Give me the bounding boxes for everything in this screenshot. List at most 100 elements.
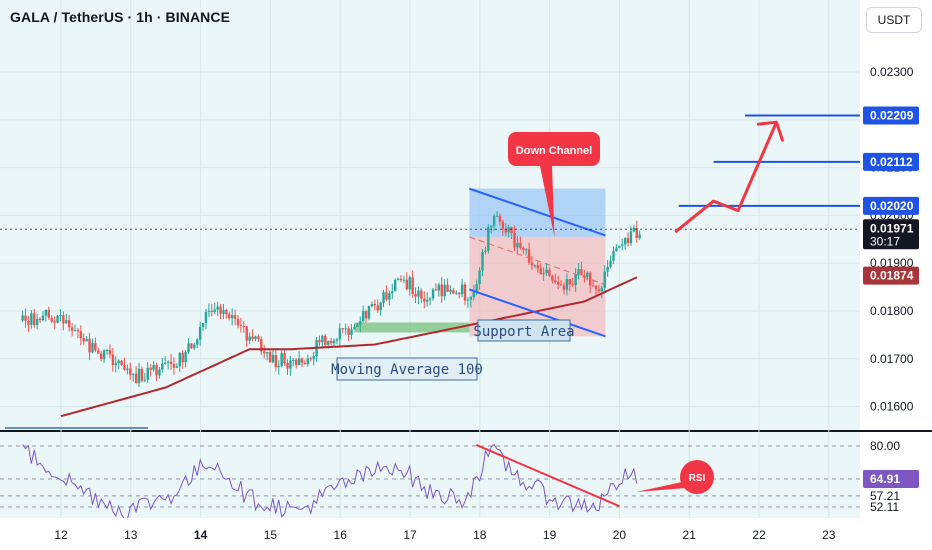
candles: [21, 211, 641, 387]
channel-top-line[interactable]: [469, 187, 606, 237]
candle-body: [143, 379, 147, 381]
rsi-tick-label: 80.00: [870, 439, 900, 453]
candle-body: [132, 373, 135, 375]
candle-body: [166, 361, 170, 363]
channel-bottom-line[interactable]: [469, 288, 606, 338]
candle-body: [321, 335, 324, 343]
candle-body: [94, 343, 97, 351]
candle-body: [612, 251, 615, 261]
candle-body: [487, 227, 490, 251]
candle-body: [411, 277, 414, 294]
currency-button[interactable]: USDT: [866, 7, 922, 33]
candle-body: [161, 363, 164, 370]
candle-body: [123, 364, 126, 370]
candle-body: [207, 310, 211, 313]
projection-arrowhead: [756, 120, 784, 142]
candle-body: [327, 341, 330, 345]
candle-body: [344, 328, 347, 330]
price-tick-label: 0.01800: [870, 304, 914, 318]
candle-body: [510, 227, 513, 234]
candle-body: [638, 234, 641, 239]
channel-midline: [469, 236, 606, 286]
price-label-text: 0.02112: [870, 155, 913, 169]
price-tick-label: 0.02300: [870, 65, 914, 79]
candle-body: [262, 351, 266, 354]
candle-body: [50, 317, 53, 322]
candle-body: [126, 368, 129, 370]
candle-body: [254, 336, 257, 340]
candle-body: [513, 233, 516, 248]
candle-body: [609, 260, 612, 267]
candle-body: [41, 315, 45, 321]
candle-body: [501, 221, 505, 229]
candle-body: [484, 250, 487, 252]
candle-body: [361, 311, 365, 322]
candle-body: [274, 355, 278, 368]
time-tick-label: 19: [543, 528, 557, 542]
candle-body: [393, 279, 397, 292]
candle-body: [129, 368, 132, 375]
candle-body: [428, 298, 432, 300]
candle-body: [539, 268, 542, 275]
candle-body: [536, 265, 539, 269]
candle-body: [134, 373, 138, 383]
candle-body: [568, 279, 572, 285]
candle-body: [210, 310, 214, 313]
candle-body: [542, 273, 545, 275]
candle-body: [30, 313, 33, 325]
candle-body: [545, 269, 548, 274]
candle-body: [615, 247, 618, 252]
candle-body: [632, 227, 636, 232]
candle-body: [522, 247, 525, 250]
candle-body: [440, 284, 443, 297]
candle-body: [158, 369, 161, 376]
candle-body: [373, 303, 376, 306]
candle-body: [600, 287, 604, 292]
chart-title: GALA / TetherUS · 1h · BINANCE: [10, 9, 231, 25]
candle-body: [516, 242, 519, 248]
rsi-current-value: 64.91: [870, 472, 900, 486]
candle-body: [222, 310, 225, 314]
candle-body: [449, 290, 452, 292]
candle-body: [196, 339, 199, 345]
price-label-text: 0.01874: [870, 269, 914, 283]
candle-body: [466, 299, 470, 301]
candle-body: [306, 358, 310, 365]
rsi-bubble-pointer: [636, 482, 686, 492]
candle-body: [350, 329, 353, 335]
candle-body: [332, 340, 336, 344]
candle-body: [309, 358, 312, 360]
candle-body: [79, 331, 83, 339]
price-tick-label: 0.01700: [870, 352, 914, 366]
candle-body: [300, 358, 304, 363]
moving-average-label: Moving Average 100: [331, 362, 483, 378]
candle-body: [265, 352, 269, 354]
price-label-box: [863, 196, 919, 215]
candle-body: [519, 242, 522, 248]
candle-body: [149, 367, 152, 370]
candle-body: [586, 272, 589, 277]
candle-body: [219, 306, 222, 314]
candle-body: [56, 315, 59, 323]
down-channel-pointer: [540, 166, 555, 237]
candle-body: [242, 326, 246, 328]
candle-body: [623, 237, 627, 245]
candle-body: [588, 272, 592, 286]
candle-body: [382, 292, 385, 303]
channel-lower-box: [469, 236, 606, 337]
candle-body: [498, 215, 502, 222]
candle-body: [303, 362, 307, 365]
candle-body: [434, 289, 438, 291]
candle-body: [562, 285, 566, 290]
candle-body: [443, 284, 446, 297]
candle-body: [370, 303, 374, 307]
candle-body: [228, 314, 231, 319]
candle-body: [260, 339, 263, 352]
candle-body: [268, 352, 272, 363]
candle-body: [251, 336, 254, 340]
rsi-bubble: [680, 460, 714, 494]
candle-body: [338, 328, 342, 340]
candle-body: [76, 330, 80, 332]
